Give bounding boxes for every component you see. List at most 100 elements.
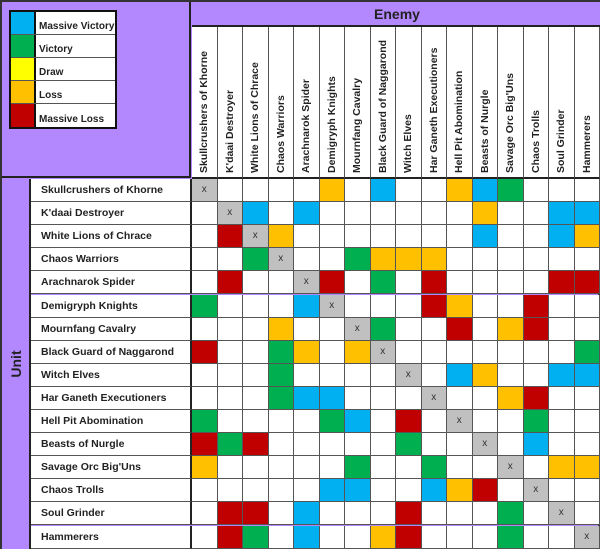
matchup-cell (345, 179, 371, 203)
matchup-cell (549, 317, 575, 341)
matchup-cell (268, 202, 294, 226)
matchup-cell (319, 363, 345, 387)
matchup-cell (319, 502, 345, 526)
matchup-cell (217, 271, 243, 295)
matchup-cell (472, 271, 498, 295)
matchup-cell (268, 502, 294, 526)
matchup-cell (421, 202, 447, 226)
matchup-cell (549, 248, 575, 272)
matchup-cell: x (549, 502, 575, 526)
matchup-cell (243, 179, 269, 203)
matchup-cell (217, 340, 243, 364)
matchup-cell (523, 386, 549, 410)
matchup-cell (268, 479, 294, 503)
matchup-cell (192, 410, 218, 434)
column-header: Demigryph Knights (319, 27, 345, 179)
matchup-cell (370, 479, 396, 503)
matchup-cell (498, 294, 524, 318)
unit-label: Unit (7, 350, 24, 378)
matchup-cell (319, 179, 345, 203)
legend-item: Massive Victory (11, 12, 115, 35)
column-header: K'daai Destroyer (217, 27, 243, 179)
column-header: Chaos Trolls (523, 27, 549, 179)
matchup-cell (192, 248, 218, 272)
matchup-cell (319, 479, 345, 503)
matchup-cell (370, 456, 396, 480)
matchup-cell: x (447, 410, 473, 434)
matchup-cell (472, 525, 498, 549)
row-label: Arachnarok Spider (31, 271, 192, 295)
matchup-cell (549, 294, 575, 318)
matchup-cell (421, 456, 447, 480)
matchup-cell (243, 479, 269, 503)
matchup-cell (268, 410, 294, 434)
matchup-cell (294, 340, 320, 364)
matchup-cell (192, 433, 218, 457)
matchup-cell (447, 502, 473, 526)
matchup-cell (396, 386, 422, 410)
matchup-cell (345, 525, 371, 549)
matchup-cell (472, 179, 498, 203)
legend-label: Massive Loss (39, 114, 105, 125)
matchup-cell (421, 340, 447, 364)
matchup-cell (396, 479, 422, 503)
matchup-cell (268, 225, 294, 249)
matchup-cell (192, 456, 218, 480)
matchup-cell (472, 410, 498, 434)
matchup-cell (319, 386, 345, 410)
legend-label: Draw (39, 67, 64, 78)
matchup-cell (294, 225, 320, 249)
matchup-cell (447, 225, 473, 249)
row-label: Soul Grinder (31, 502, 192, 526)
matchup-cell (370, 317, 396, 341)
matchup-cell (574, 340, 600, 364)
matchup-cell (396, 179, 422, 203)
matchup-cell (345, 363, 371, 387)
matchup-cell (294, 317, 320, 341)
matchup-cell (396, 271, 422, 295)
matchup-cell (574, 271, 600, 295)
row-label: Black Guard of Naggarond (31, 340, 192, 364)
column-label: Witch Elves (402, 114, 415, 173)
matchup-cell (396, 410, 422, 434)
matchup-cell (472, 248, 498, 272)
matchup-cell (217, 410, 243, 434)
matchup-cell: x (421, 386, 447, 410)
matchup-cell (319, 202, 345, 226)
matchup-cell (447, 271, 473, 295)
matchup-cell (345, 271, 371, 295)
matchup-cell (472, 294, 498, 318)
matchup-cell (498, 479, 524, 503)
matchup-cell (574, 179, 600, 203)
row-label: Chaos Warriors (31, 248, 192, 272)
matchup-cell (192, 525, 218, 549)
matchup-cell (268, 340, 294, 364)
column-label: Har Ganeth Executioners (427, 47, 440, 173)
matchup-cell (523, 502, 549, 526)
matchup-cell (421, 433, 447, 457)
matchup-cell (370, 294, 396, 318)
matchup-cell (217, 225, 243, 249)
matchup-cell (243, 202, 269, 226)
matchup-cell (396, 433, 422, 457)
column-header: White Lions of Chrace (243, 27, 269, 179)
matchup-cell (421, 410, 447, 434)
matchup-cell: x (217, 202, 243, 226)
matchup-cell (549, 271, 575, 295)
column-header: Skullcrushers of Khorne (192, 27, 218, 179)
matchup-cell (421, 525, 447, 549)
column-header: Hell Pit Abomination (447, 27, 473, 179)
corner-panel: Massive Victory Victory Draw Loss Massive Lo… (2, 2, 191, 178)
matchup-cell (294, 248, 320, 272)
matchup-cell (549, 525, 575, 549)
matchup-cell (498, 386, 524, 410)
row-label: Demigryph Knights (31, 294, 192, 318)
matchup-cell: x (370, 340, 396, 364)
matchup-cell (447, 386, 473, 410)
matchup-cell (498, 525, 524, 549)
matchup-cell (549, 225, 575, 249)
row-label: Witch Elves (31, 363, 192, 387)
matchup-cell (523, 456, 549, 480)
row-label: Beasts of Nurgle (31, 433, 192, 457)
